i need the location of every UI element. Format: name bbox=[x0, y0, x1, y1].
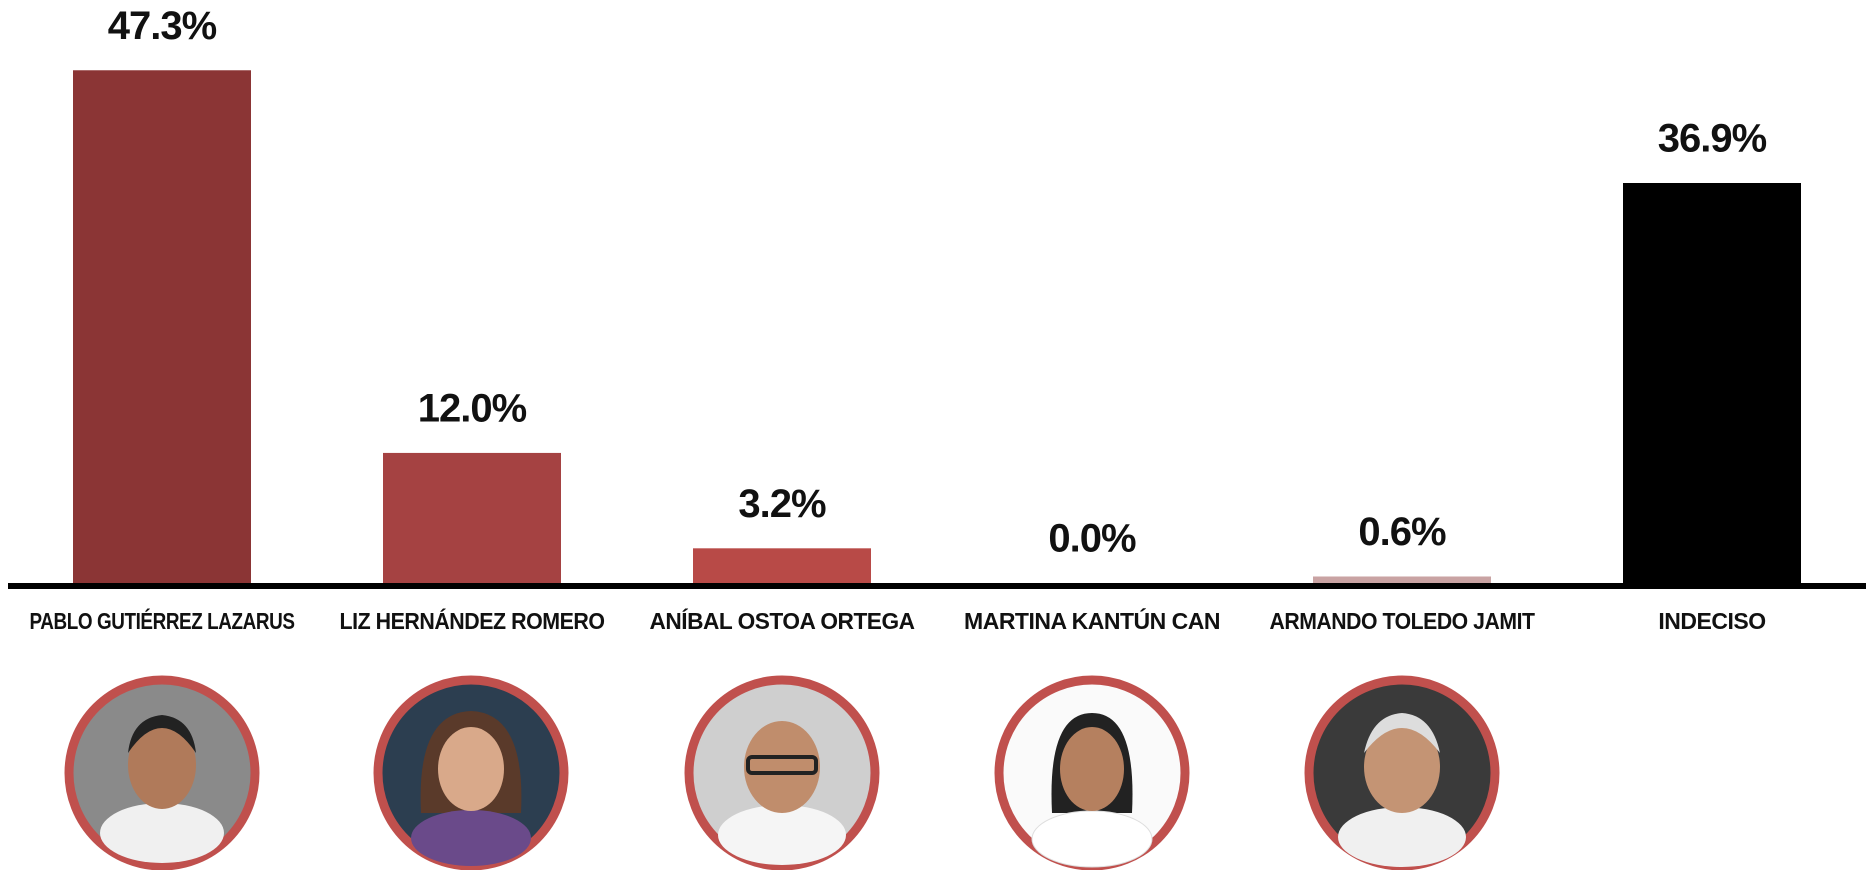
bar bbox=[383, 453, 561, 583]
bar bbox=[1623, 183, 1801, 583]
value-label: 12.0% bbox=[418, 386, 527, 430]
bar bbox=[73, 70, 251, 583]
value-label: 36.9% bbox=[1658, 117, 1767, 161]
baseline bbox=[8, 583, 1866, 589]
category-label: LIZ HERNÁNDEZ ROMERO bbox=[340, 607, 605, 634]
bar bbox=[693, 548, 871, 583]
category-label: ANÍBAL OSTOA ORTEGA bbox=[650, 607, 915, 634]
value-label: 3.2% bbox=[738, 482, 826, 526]
category-label: ARMANDO TOLEDO JAMIT bbox=[1270, 608, 1535, 634]
category-label: PABLO GUTIÉRREZ LAZARUS bbox=[30, 607, 295, 634]
value-label: 0.0% bbox=[1048, 517, 1136, 561]
photo bbox=[69, 680, 255, 866]
photo bbox=[689, 680, 875, 866]
photo bbox=[378, 680, 564, 866]
chart: 47.3% PABLO GUTIÉRREZ LAZARUS 12.0% LIZ HER… bbox=[0, 0, 1866, 870]
photo bbox=[1309, 680, 1495, 867]
photo bbox=[999, 680, 1185, 867]
category-label: MARTINA KANTÚN CAN bbox=[964, 607, 1220, 634]
bar bbox=[1313, 576, 1491, 583]
candidate-photos bbox=[69, 680, 1495, 867]
value-label: 0.6% bbox=[1358, 510, 1446, 554]
category-label: INDECISO bbox=[1658, 608, 1765, 634]
value-label: 47.3% bbox=[108, 4, 217, 48]
